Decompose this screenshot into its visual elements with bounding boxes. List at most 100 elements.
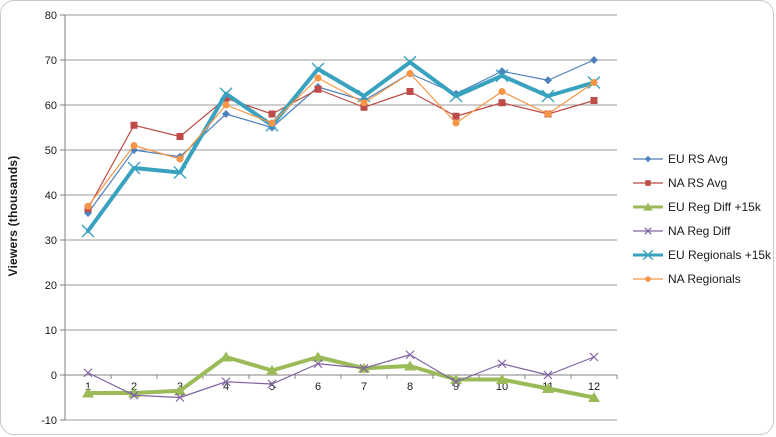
marker-circle <box>268 119 276 127</box>
marker-triangle <box>542 383 554 393</box>
legend-item-eu-reg-diff-15k: EU Reg Diff +15k <box>632 195 771 219</box>
marker-star <box>495 69 509 83</box>
legend-marker-na-reg-diff <box>633 227 663 235</box>
y-tick-label-80: 80 <box>45 10 57 22</box>
x-tick-label-2: 2 <box>131 381 137 393</box>
legend-item-na-regionals: NA Regionals <box>632 267 771 291</box>
legend-label-eu-reg-diff-15k: EU Reg Diff +15k <box>668 200 761 214</box>
marker-triangle <box>82 387 94 398</box>
marker-square <box>268 110 276 118</box>
legend-item-eu-rs-avg: EU RS Avg <box>632 147 771 171</box>
marker-triangle <box>496 374 508 384</box>
marker-triangle <box>174 385 186 396</box>
marker-x <box>221 377 231 387</box>
marker-square <box>130 121 138 129</box>
legend-marker-na-rs-avg <box>633 180 663 186</box>
y-tick-label-40: 40 <box>45 190 57 202</box>
marker-circle <box>314 74 322 82</box>
y-tick-label-30: 30 <box>45 235 57 247</box>
series-eu-reg-diff-15k <box>82 351 600 402</box>
marker-triangle <box>266 365 278 375</box>
y-tick-label-50: 50 <box>45 145 57 157</box>
marker-x <box>83 368 93 378</box>
legend-item-na-reg-diff: NA Reg Diff <box>632 219 771 243</box>
x-tick-label-1: 1 <box>85 381 91 393</box>
x-tick-label-8: 8 <box>407 381 413 393</box>
series-eu-regionals-15k <box>81 55 601 238</box>
legend-label-eu-rs-avg: EU RS Avg <box>668 152 728 166</box>
legend: EU RS Avg NA RS Avg EU Reg Diff +15k NA Reg… <box>632 147 771 291</box>
x-tick-label-5: 5 <box>269 381 275 393</box>
legend-item-eu-regionals-15k: EU Regionals +15k <box>632 243 771 267</box>
marker-diamond <box>644 155 652 163</box>
series-line-eu-regionals-15k <box>86 60 596 233</box>
marker-square <box>590 97 598 104</box>
marker-triangle <box>404 360 416 371</box>
marker-x <box>359 363 369 373</box>
y-tick-label-70: 70 <box>45 55 57 67</box>
marker-square <box>360 103 368 111</box>
series-line-na-regionals <box>87 72 595 207</box>
series-na-reg-diff <box>83 350 599 402</box>
marker-x <box>543 370 553 380</box>
series-line-eu-reg-diff-15k <box>86 355 596 400</box>
marker-star <box>642 249 654 261</box>
marker-diamond <box>590 56 598 64</box>
marker-star <box>81 224 95 238</box>
marker-x <box>497 359 507 369</box>
marker-circle <box>498 88 506 95</box>
marker-x <box>129 390 139 400</box>
marker-triangle <box>588 392 600 402</box>
y-tick-label-0: 0 <box>51 370 57 382</box>
y-tick-label-10: 10 <box>45 325 57 337</box>
legend-label-na-regionals: NA Regionals <box>668 272 741 286</box>
marker-circle <box>406 70 414 77</box>
x-tick-label-9: 9 <box>453 381 459 393</box>
marker-circle <box>176 155 184 163</box>
series-line-na-reg-diff <box>87 354 595 399</box>
marker-circle <box>84 202 92 210</box>
legend-marker-eu-reg-diff-15k <box>633 202 663 211</box>
y-axis-title: Viewers (thousands) <box>6 155 20 277</box>
series-eu-rs-avg <box>84 56 598 217</box>
marker-circle <box>222 101 230 109</box>
marker-x <box>405 350 415 360</box>
legend-label-na-rs-avg: NA RS Avg <box>668 176 728 190</box>
x-tick-label-4: 4 <box>223 381 229 393</box>
marker-star <box>173 166 187 179</box>
marker-circle <box>130 142 138 149</box>
marker-star <box>449 89 463 103</box>
marker-triangle <box>312 351 324 362</box>
marker-x <box>175 393 185 402</box>
series-line-na-rs-avg <box>87 88 595 210</box>
marker-square <box>498 99 506 107</box>
series-na-regionals <box>84 70 598 210</box>
legend-marker-na-regionals <box>633 276 663 282</box>
series-line-eu-rs-avg <box>87 59 595 214</box>
marker-circle <box>452 119 460 127</box>
marker-circle <box>544 110 552 118</box>
legend-marker-eu-rs-avg <box>633 155 663 163</box>
y-tick-label-20: 20 <box>45 280 57 292</box>
marker-circle <box>360 99 368 107</box>
legend-label-na-reg-diff: NA Reg Diff <box>668 224 731 238</box>
legend-label-eu-regionals-15k: EU Regionals +15k <box>668 248 772 262</box>
marker-square <box>406 88 414 95</box>
marker-triangle <box>450 374 462 384</box>
marker-square <box>222 94 230 102</box>
marker-diamond <box>544 76 552 85</box>
x-tick-label-7: 7 <box>361 381 367 393</box>
marker-circle <box>590 79 598 86</box>
marker-triangle <box>643 202 653 211</box>
marker-square <box>645 180 651 186</box>
marker-star <box>127 161 141 175</box>
marker-diamond <box>222 110 230 118</box>
legend-item-na-rs-avg: NA RS Avg <box>632 171 771 195</box>
marker-square <box>452 112 460 120</box>
marker-star <box>541 89 555 103</box>
marker-x <box>267 379 277 389</box>
y-tick-label--10: -10 <box>41 415 57 427</box>
marker-x <box>313 359 323 369</box>
